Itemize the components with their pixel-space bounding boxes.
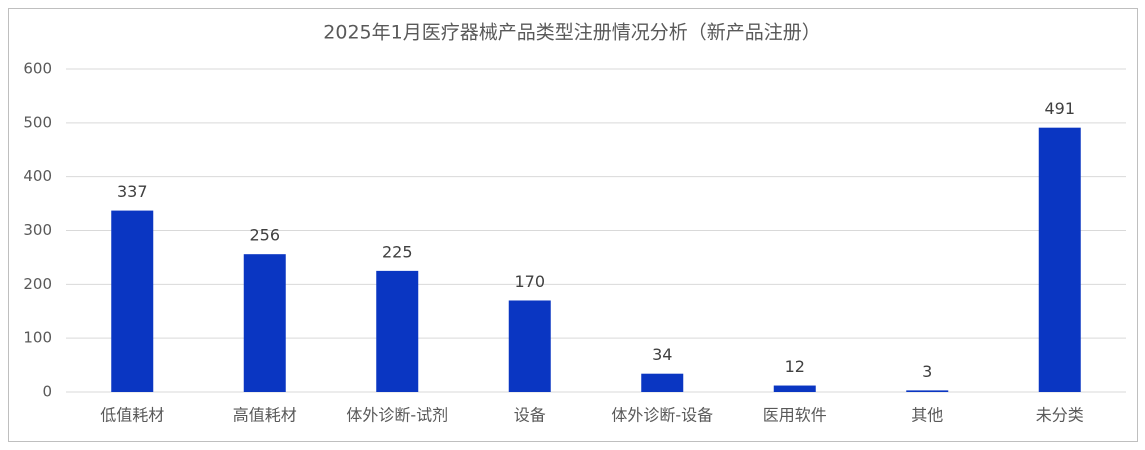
bar <box>1038 127 1081 392</box>
value-label: 34 <box>652 345 672 364</box>
y-tick-label: 0 <box>42 383 52 401</box>
value-label: 170 <box>514 272 545 291</box>
value-label: 491 <box>1044 99 1075 118</box>
chart-title: 2025年1月医疗器械产品类型注册情况分析（新产品注册） <box>323 22 820 44</box>
value-label: 337 <box>117 182 148 201</box>
bar <box>906 390 949 392</box>
x-tick-label: 低值耗材 <box>100 406 164 425</box>
value-label: 256 <box>249 226 280 245</box>
bar <box>508 300 551 392</box>
x-tick-label: 未分类 <box>1036 406 1084 425</box>
bar <box>111 210 154 392</box>
y-tick-label: 100 <box>23 329 52 347</box>
x-tick-label: 体外诊断-设备 <box>611 406 713 425</box>
value-label: 12 <box>785 357 805 376</box>
bar <box>641 373 684 392</box>
y-tick-label: 300 <box>23 221 52 239</box>
x-tick-label: 高值耗材 <box>233 406 297 425</box>
value-label: 3 <box>922 362 932 381</box>
y-tick-label: 600 <box>23 60 52 78</box>
y-tick-label: 500 <box>23 113 52 131</box>
y-tick-label: 200 <box>23 275 52 293</box>
bar <box>773 385 816 392</box>
chart-border <box>8 8 1138 442</box>
x-tick-label: 设备 <box>514 406 546 425</box>
value-label: 225 <box>382 242 413 261</box>
x-tick-label: 医用软件 <box>763 406 827 425</box>
bar <box>376 270 419 392</box>
y-tick-label: 400 <box>23 167 52 185</box>
bar <box>243 254 286 392</box>
x-tick-label: 体外诊断-试剂 <box>346 406 448 425</box>
x-tick-label: 其他 <box>911 406 943 425</box>
